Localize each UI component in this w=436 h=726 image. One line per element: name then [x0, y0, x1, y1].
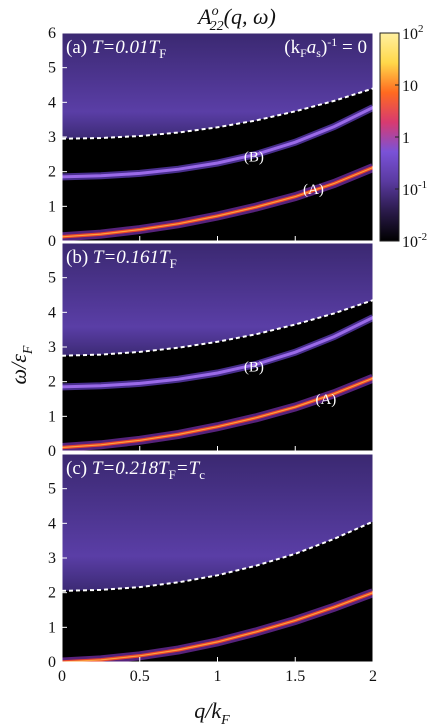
continuum-edge-line	[62, 520, 373, 592]
x-axis-label: q/kF	[194, 698, 230, 726]
panel-label: (b) T=0.161TF	[66, 247, 177, 271]
colorbar: 102 10 1 10-1 10-2	[379, 23, 427, 251]
curve-label: (B)	[244, 149, 264, 165]
colorbar-tick-label: 10-2	[402, 231, 427, 251]
x-tick-label: 2	[369, 668, 377, 685]
x-tick-label: 1	[214, 668, 222, 685]
y-tick-label: 2	[48, 374, 56, 391]
panel-label: (c) T=0.218TF=Tc	[66, 458, 205, 482]
y-tick-label: 1	[48, 198, 56, 215]
y-tick-label: 3	[48, 339, 56, 356]
colorbar-ticks: 102 10 1 10-1 10-2	[395, 23, 427, 251]
mode-curve-2	[62, 316, 373, 389]
y-tick-label: 3	[48, 550, 56, 567]
y-tick-label: 5	[48, 270, 56, 287]
curve-label: (B)	[244, 359, 264, 375]
heatmap-area	[62, 454, 373, 662]
curve-label: (A)	[315, 392, 336, 408]
y-tick-label: 1	[48, 619, 56, 636]
interaction-label: (kFas)-1 = 0	[284, 35, 367, 60]
mode-curve-2	[62, 106, 373, 179]
panels-group: (A)(B)(a) T=0.01TF (kFas)-1 = 00123456(A)…	[48, 25, 377, 685]
panel-a: (A) (B) (a) T=0.01TF (kFas)-1 = 0 0 1 2 3 4 5 6	[48, 25, 374, 250]
y-tick-label: 0	[48, 654, 56, 671]
y-tick-label: 5	[48, 481, 56, 498]
mode-core-1	[62, 166, 373, 238]
x-tick-label: 0	[58, 668, 66, 685]
continuum-region	[62, 454, 373, 591]
y-tick-label: 2	[48, 164, 56, 181]
heatmap-area	[62, 243, 373, 451]
chart-title: Ao 22(q, ω)	[196, 4, 276, 34]
panel-c: (c) T=0.218TF=Tc 0 1 2 3 4 5 0 0.5 1 1.5 2	[48, 453, 377, 685]
y-tick-label: 1	[48, 408, 56, 425]
continuum-edge-line	[62, 299, 373, 357]
continuum-region	[62, 243, 373, 356]
panel-b: (A) (B) (b) T=0.161TF 0 1 2 3 4 5	[48, 242, 374, 460]
y-tick-label: 6	[48, 25, 56, 42]
x-tick-label: 1.5	[285, 668, 305, 685]
heatmap-area	[62, 33, 373, 241]
continuum-edge-line	[62, 87, 373, 140]
mode-core-1	[62, 592, 373, 662]
y-tick-label: 4	[48, 304, 56, 321]
y-tick-label: 2	[48, 585, 56, 602]
y-tick-label: 5	[48, 60, 56, 77]
curve-label: (A)	[303, 182, 324, 198]
y-axis-label: ω/εF	[6, 345, 36, 384]
colorbar-tick-label: 10-1	[402, 179, 427, 199]
colorbar-tick-label: 102	[402, 23, 424, 43]
y-tick-label: 0	[48, 443, 56, 460]
x-tick-label: 0.5	[130, 668, 150, 685]
y-tick-label: 3	[48, 129, 56, 146]
panel-label: (a) T=0.01TF	[66, 37, 166, 61]
y-tick-label: 4	[48, 515, 56, 532]
mode-core-1	[62, 377, 373, 449]
y-tick-label: 0	[48, 233, 56, 250]
y-tick-label: 4	[48, 94, 56, 111]
colorbar-tick-label: 10	[402, 78, 418, 95]
continuum-region	[62, 33, 373, 139]
colorbar-tick-label: 1	[402, 130, 410, 147]
